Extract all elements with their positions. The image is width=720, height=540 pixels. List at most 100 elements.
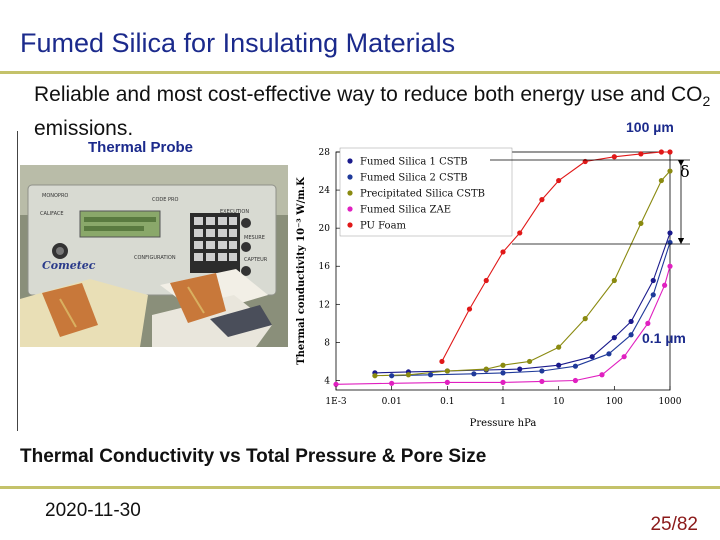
thermal-probe-label: Thermal Probe [88, 139, 194, 156]
subtitle-subscript: 2 [702, 93, 711, 110]
x-tick-label: 100 [606, 397, 623, 407]
data-point [500, 379, 506, 385]
panel-label: CONFIGURATION [134, 255, 176, 261]
data-point [333, 381, 339, 387]
y-tick-label: 20 [319, 224, 331, 234]
panel-label: CALIFACE [40, 211, 64, 217]
data-point [539, 197, 545, 203]
data-point [621, 354, 627, 360]
annotation-100um: 100 µm [626, 119, 674, 135]
data-point [483, 366, 489, 372]
thermal-probe-photo: CALIFACE CODE PRO EXECUTION CONFIGURATIO… [20, 165, 288, 347]
data-point [650, 277, 656, 284]
chart-svg: 1E-3 0.01 0.1 1 10 100 1000 4 8 12 16 20 24 28 Fumed … [296, 119, 690, 429]
x-tick-label: 0.1 [440, 397, 454, 407]
legend-box [339, 147, 513, 237]
data-point [650, 292, 656, 298]
legend-marker [347, 190, 353, 196]
x-tick-label: 1E-3 [325, 397, 347, 407]
brand-logo: Cometec [42, 259, 96, 272]
legend-marker [347, 206, 353, 212]
legend-entry: Precipitated Silica CSTB [360, 189, 485, 200]
curve-layer [335, 151, 671, 385]
data-point [439, 358, 445, 365]
title-divider [0, 71, 720, 74]
data-point [526, 358, 533, 365]
tick-layer: 1E-3 0.01 0.1 1 10 100 1000 4 8 12 16 20 24 28 [319, 148, 682, 407]
data-point [389, 373, 395, 379]
annotation-01um: 0.1 µm [642, 330, 686, 346]
data-point [611, 277, 617, 284]
panel-label: EXECUTION [220, 209, 249, 215]
data-point [372, 373, 378, 379]
data-point [599, 372, 605, 378]
subtitle-text: Reliable and most cost-effective way to … [34, 83, 703, 106]
legend: Fumed Silica 1 CSTB Fumed Silica 2 CSTB Pr… [339, 147, 513, 237]
legend-marker [347, 174, 353, 180]
legend-entry: Fumed Silica 2 CSTB [360, 173, 468, 184]
data-point [572, 363, 579, 369]
data-point [556, 177, 562, 184]
panel-label: MESURE [244, 235, 265, 241]
data-point [658, 177, 664, 184]
legend-marker [347, 158, 353, 164]
data-point [628, 332, 634, 338]
data-point [589, 354, 595, 360]
figure-caption: Thermal Conductivity vs Total Pressure &… [20, 446, 487, 467]
data-point [638, 151, 644, 157]
data-point [471, 371, 477, 377]
data-point [572, 377, 579, 384]
data-point [444, 379, 450, 385]
panel-label: MONOPRO [42, 193, 68, 199]
y-axis-label: Thermal conductivity 10⁻³ W/m.K [296, 177, 307, 365]
x-tick-label: 1 [500, 397, 506, 407]
data-point [606, 351, 612, 357]
slide-subtitle: Reliable and most cost-effective way to … [34, 81, 714, 142]
x-tick-label: 1000 [659, 397, 682, 407]
y-tick-label: 28 [319, 148, 331, 158]
thermal-conductivity-chart: 1E-3 0.01 0.1 1 10 100 1000 4 8 12 16 20 24 28 Fumed … [290, 115, 720, 435]
data-point [500, 249, 506, 255]
subtitle-text-end: emissions. [34, 117, 134, 141]
data-point [556, 344, 562, 350]
data-point [500, 362, 506, 368]
y-tick-label: 4 [324, 376, 330, 386]
data-point [539, 378, 545, 385]
series-line [374, 170, 671, 377]
data-point [405, 372, 412, 378]
data-point [556, 362, 562, 368]
data-point [466, 306, 473, 312]
x-tick-label: 10 [553, 397, 565, 407]
series-line [391, 242, 671, 377]
data-point [611, 335, 617, 341]
data-point [483, 277, 489, 284]
y-tick-label: 24 [319, 186, 331, 196]
data-point [638, 220, 644, 226]
page-number: 25/82 [650, 514, 698, 535]
x-axis-label: Pressure hPa [470, 418, 537, 429]
series-line [441, 151, 670, 362]
y-tick-label: 16 [319, 262, 331, 272]
panel-label: CAPTEUR [244, 257, 268, 263]
slide-title: Fumed Silica for Insulating Materials [20, 28, 456, 58]
data-point [667, 149, 673, 155]
data-point [500, 370, 506, 376]
footer-date: 2020-11-30 [45, 500, 141, 521]
footer-divider [0, 486, 720, 489]
y-tick-label: 8 [324, 338, 330, 348]
data-point [427, 372, 434, 378]
data-point [582, 316, 588, 322]
legend-entry: PU Foam [360, 221, 407, 232]
data-point [658, 149, 664, 155]
data-point [517, 230, 523, 236]
panel-label: CODE PRO [152, 197, 179, 203]
data-point [389, 380, 395, 386]
data-point [667, 263, 673, 269]
data-point [645, 320, 651, 326]
legend-marker [347, 222, 353, 228]
data-point [667, 168, 673, 174]
data-point [628, 318, 634, 325]
left-divider [17, 131, 18, 431]
data-point [662, 282, 668, 288]
x-tick-label: 0.01 [382, 397, 402, 407]
